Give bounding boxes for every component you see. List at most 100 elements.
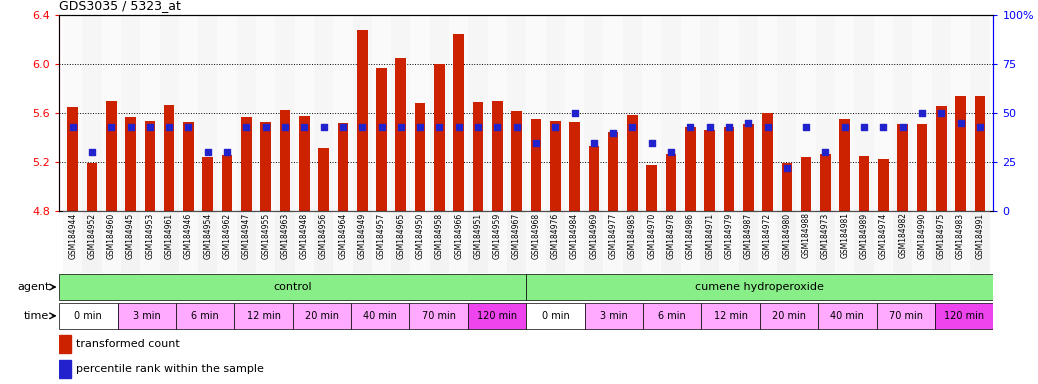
Bar (917, 124, 927, 211)
Bar (820, 154, 830, 211)
Bar (507, 15, 526, 211)
Bar (144, 121, 156, 211)
Bar (295, 15, 313, 211)
Bar (198, 211, 217, 273)
Bar (391, 211, 410, 273)
Bar (743, 124, 754, 211)
Text: GSM184951: GSM184951 (473, 212, 483, 258)
Bar (395, 58, 406, 211)
Bar (936, 106, 947, 211)
Bar (353, 15, 372, 211)
Bar (758, 211, 777, 273)
Bar (275, 15, 295, 211)
Bar (179, 211, 198, 273)
Text: transformed count: transformed count (76, 339, 180, 349)
Bar (410, 211, 430, 273)
Bar (140, 211, 160, 273)
Bar (86, 164, 98, 211)
Bar (627, 114, 637, 211)
Text: GSM184962: GSM184962 (222, 212, 231, 258)
Bar (723, 127, 734, 211)
Bar (333, 211, 353, 273)
Point (566, 110, 582, 116)
Bar (975, 96, 985, 211)
Bar (777, 15, 796, 211)
Bar (644, 303, 702, 329)
Bar (293, 303, 351, 329)
Text: 6 min: 6 min (658, 311, 686, 321)
Bar (449, 211, 468, 273)
Point (238, 124, 254, 130)
Point (412, 124, 429, 130)
Text: GSM184978: GSM184978 (666, 212, 676, 258)
Text: 12 min: 12 min (246, 311, 280, 321)
Bar (739, 211, 758, 273)
Bar (893, 15, 912, 211)
Bar (351, 303, 409, 329)
Text: GSM184947: GSM184947 (242, 212, 251, 259)
Bar (912, 15, 931, 211)
Bar (472, 102, 484, 211)
Bar (241, 117, 251, 211)
Text: GSM184974: GSM184974 (879, 212, 887, 259)
Text: GSM184955: GSM184955 (262, 212, 270, 259)
Bar (121, 15, 140, 211)
Bar (935, 303, 993, 329)
Bar (160, 211, 179, 273)
Point (431, 124, 447, 130)
Point (952, 120, 968, 126)
Bar (391, 15, 410, 211)
Bar (762, 113, 773, 211)
Text: GSM184972: GSM184972 (763, 212, 772, 258)
Bar (719, 15, 739, 211)
Point (141, 124, 158, 130)
Bar (550, 121, 561, 211)
Text: GSM184981: GSM184981 (840, 212, 849, 258)
Bar (569, 122, 580, 211)
Bar (63, 15, 82, 211)
Bar (700, 211, 719, 273)
Bar (526, 211, 546, 273)
Bar (584, 303, 644, 329)
Bar (261, 122, 271, 211)
Bar (526, 303, 584, 329)
Bar (237, 15, 256, 211)
Text: GSM184954: GSM184954 (203, 212, 213, 259)
Bar (468, 211, 488, 273)
Bar (758, 15, 777, 211)
Bar (106, 101, 116, 211)
Text: GSM184984: GSM184984 (570, 212, 579, 258)
Bar (256, 15, 275, 211)
Bar (801, 157, 812, 211)
Point (181, 124, 197, 130)
Bar (454, 34, 464, 211)
Point (798, 124, 815, 130)
Bar (121, 211, 140, 273)
Text: GSM184956: GSM184956 (319, 212, 328, 259)
Text: GSM184963: GSM184963 (280, 212, 290, 259)
Bar (337, 123, 348, 211)
Bar (409, 303, 468, 329)
Text: 3 min: 3 min (133, 311, 161, 321)
Point (161, 124, 177, 130)
Bar (492, 101, 502, 211)
Text: GSM184967: GSM184967 (512, 212, 521, 259)
Point (489, 124, 506, 130)
Text: GSM184988: GSM184988 (801, 212, 811, 258)
Bar (279, 109, 291, 211)
Point (122, 124, 139, 130)
Bar (59, 335, 72, 353)
Bar (565, 211, 584, 273)
Bar (971, 211, 989, 273)
Bar (681, 15, 700, 211)
Point (817, 149, 834, 156)
Point (509, 124, 525, 130)
Bar (372, 15, 391, 211)
Point (933, 110, 950, 116)
Bar (140, 15, 160, 211)
Point (84, 149, 101, 156)
Bar (546, 211, 565, 273)
Bar (353, 211, 372, 273)
Bar (719, 211, 739, 273)
Text: GSM184989: GSM184989 (859, 212, 869, 258)
